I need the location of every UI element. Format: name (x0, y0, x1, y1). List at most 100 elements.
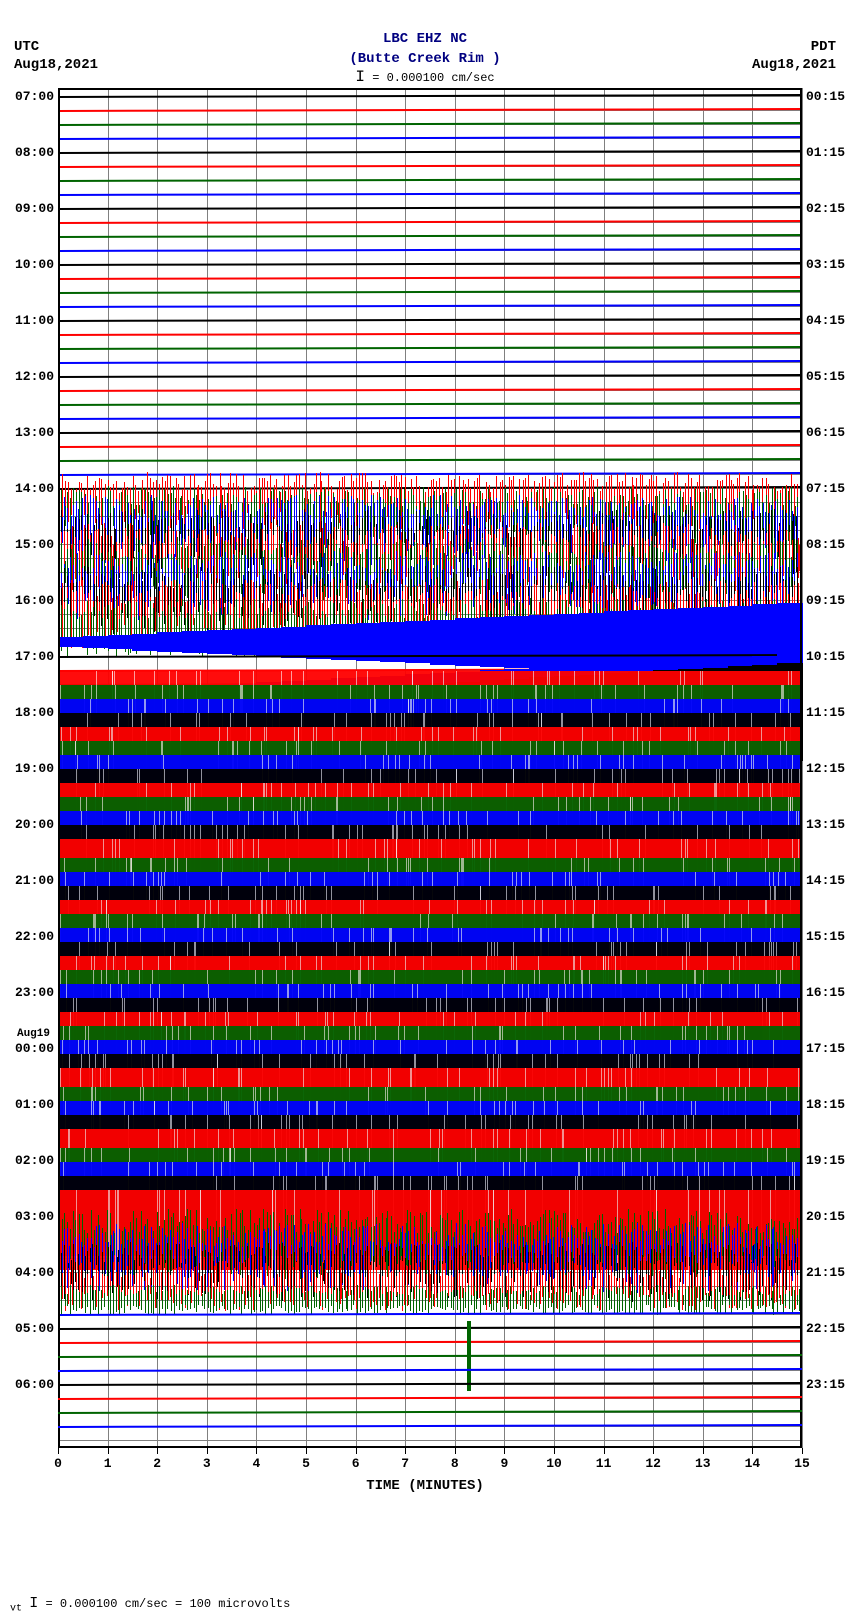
seismic-trace (58, 1342, 802, 1343)
ylabel-right: 17:15 (806, 1041, 850, 1056)
ylabel-right: 04:15 (806, 313, 850, 328)
seismic-trace (58, 236, 802, 237)
chart-title: LBC EHZ NC (Butte Creek Rim ) (0, 30, 850, 69)
xtick: 10 (546, 1456, 562, 1471)
seismic-trace (58, 1300, 802, 1301)
title-line1: LBC EHZ NC (0, 30, 850, 50)
ylabel-left: 23:00 (6, 985, 54, 1000)
ylabel-left: 13:00 (6, 425, 54, 440)
ylabel-left: 19:00 (6, 761, 54, 776)
xtick: 0 (54, 1456, 62, 1471)
seismic-trace (58, 96, 802, 97)
ylabel-right: 12:15 (806, 761, 850, 776)
ylabel-left: 11:00 (6, 313, 54, 328)
seismic-trace (58, 250, 802, 251)
seismic-trace (58, 404, 802, 405)
ylabel-left: 01:00 (6, 1097, 54, 1112)
xtick: 5 (302, 1456, 310, 1471)
ylabel-left: 10:00 (6, 257, 54, 272)
xtick: 6 (352, 1456, 360, 1471)
xtick: 3 (203, 1456, 211, 1471)
ylabel-left: 03:00 (6, 1209, 54, 1224)
ylabel-right: 22:15 (806, 1321, 850, 1336)
ylabel-left: 06:00 (6, 1377, 54, 1392)
seismic-trace (58, 460, 802, 461)
ylabel-left: 18:00 (6, 705, 54, 720)
ylabel-right: 21:15 (806, 1265, 850, 1280)
seismic-trace (58, 1314, 802, 1315)
ylabel-left: 21:00 (6, 873, 54, 888)
seismic-trace (58, 348, 802, 349)
seismic-trace (58, 194, 802, 195)
ylabel-left: 07:00 (6, 89, 54, 104)
ylabel-left: 20:00 (6, 817, 54, 832)
ylabel-right: 01:15 (806, 145, 850, 160)
ylabel-left-date: Aug19 (2, 1028, 50, 1040)
xtick: 1 (104, 1456, 112, 1471)
xtick: 14 (745, 1456, 761, 1471)
xtick: 8 (451, 1456, 459, 1471)
seismic-trace (58, 110, 802, 111)
seismic-trace (58, 446, 802, 447)
seismic-trace (58, 222, 802, 223)
ylabel-right: 23:15 (806, 1377, 850, 1392)
ylabel-left: 08:00 (6, 145, 54, 160)
seismic-trace (58, 1328, 802, 1329)
seismic-trace (58, 390, 802, 391)
xtick: 4 (252, 1456, 260, 1471)
ylabel-right: 14:15 (806, 873, 850, 888)
ylabel-right: 00:15 (806, 89, 850, 104)
seismic-trace (58, 1412, 802, 1413)
seismic-trace (58, 124, 802, 125)
xtick: 7 (401, 1456, 409, 1471)
ylabel-left: 22:00 (6, 929, 54, 944)
seismic-trace (58, 180, 802, 181)
scale-indicator: I = 0.000100 cm/sec (0, 68, 850, 86)
ylabel-right: 02:15 (806, 201, 850, 216)
ylabel-right: 15:15 (806, 929, 850, 944)
xaxis-title: TIME (MINUTES) (0, 1478, 850, 1494)
ylabel-right: 03:15 (806, 257, 850, 272)
seismic-trace (58, 138, 802, 139)
seismic-trace (58, 432, 802, 433)
ylabel-right: 13:15 (806, 817, 850, 832)
seismic-trace (58, 306, 802, 307)
ylabel-left: 04:00 (6, 1265, 54, 1280)
xaxis-ticks: 0123456789101112131415 (58, 1448, 802, 1478)
ylabel-right: 07:15 (806, 481, 850, 496)
tz-left-label: UTC Aug18,2021 (14, 38, 98, 74)
tz-right-label: PDT Aug18,2021 (752, 38, 836, 74)
xtick: 13 (695, 1456, 711, 1471)
ylabel-left: 09:00 (6, 201, 54, 216)
ylabel-right: 05:15 (806, 369, 850, 384)
xtick: 12 (645, 1456, 661, 1471)
seismic-trace (58, 278, 802, 279)
ylabel-left: 02:00 (6, 1153, 54, 1168)
seismic-trace (58, 1384, 802, 1385)
xtick: 9 (500, 1456, 508, 1471)
ylabel-right: 19:15 (806, 1153, 850, 1168)
ylabel-right: 10:15 (806, 649, 850, 664)
seismic-trace (58, 1370, 802, 1371)
seismic-trace (58, 320, 802, 321)
ylabel-left: 00:00 (6, 1041, 54, 1056)
seismic-trace (58, 1398, 802, 1399)
seismic-trace (58, 376, 802, 377)
ylabel-right: 09:15 (806, 593, 850, 608)
seismic-trace (58, 292, 802, 293)
ylabel-left: 16:00 (6, 593, 54, 608)
seismic-trace (58, 1356, 802, 1357)
footer-scale: vt I = 0.000100 cm/sec = 100 microvolts (10, 1595, 290, 1614)
xtick: 15 (794, 1456, 810, 1471)
ylabel-left: 12:00 (6, 369, 54, 384)
ylabel-left: 17:00 (6, 649, 54, 664)
ylabel-right: 18:15 (806, 1097, 850, 1112)
seismic-trace (58, 334, 802, 335)
ylabel-right: 16:15 (806, 985, 850, 1000)
seismic-trace (58, 362, 802, 363)
ylabel-right: 06:15 (806, 425, 850, 440)
seismic-trace (58, 152, 802, 153)
ylabel-left: 05:00 (6, 1321, 54, 1336)
xtick: 2 (153, 1456, 161, 1471)
seismic-trace (58, 208, 802, 209)
